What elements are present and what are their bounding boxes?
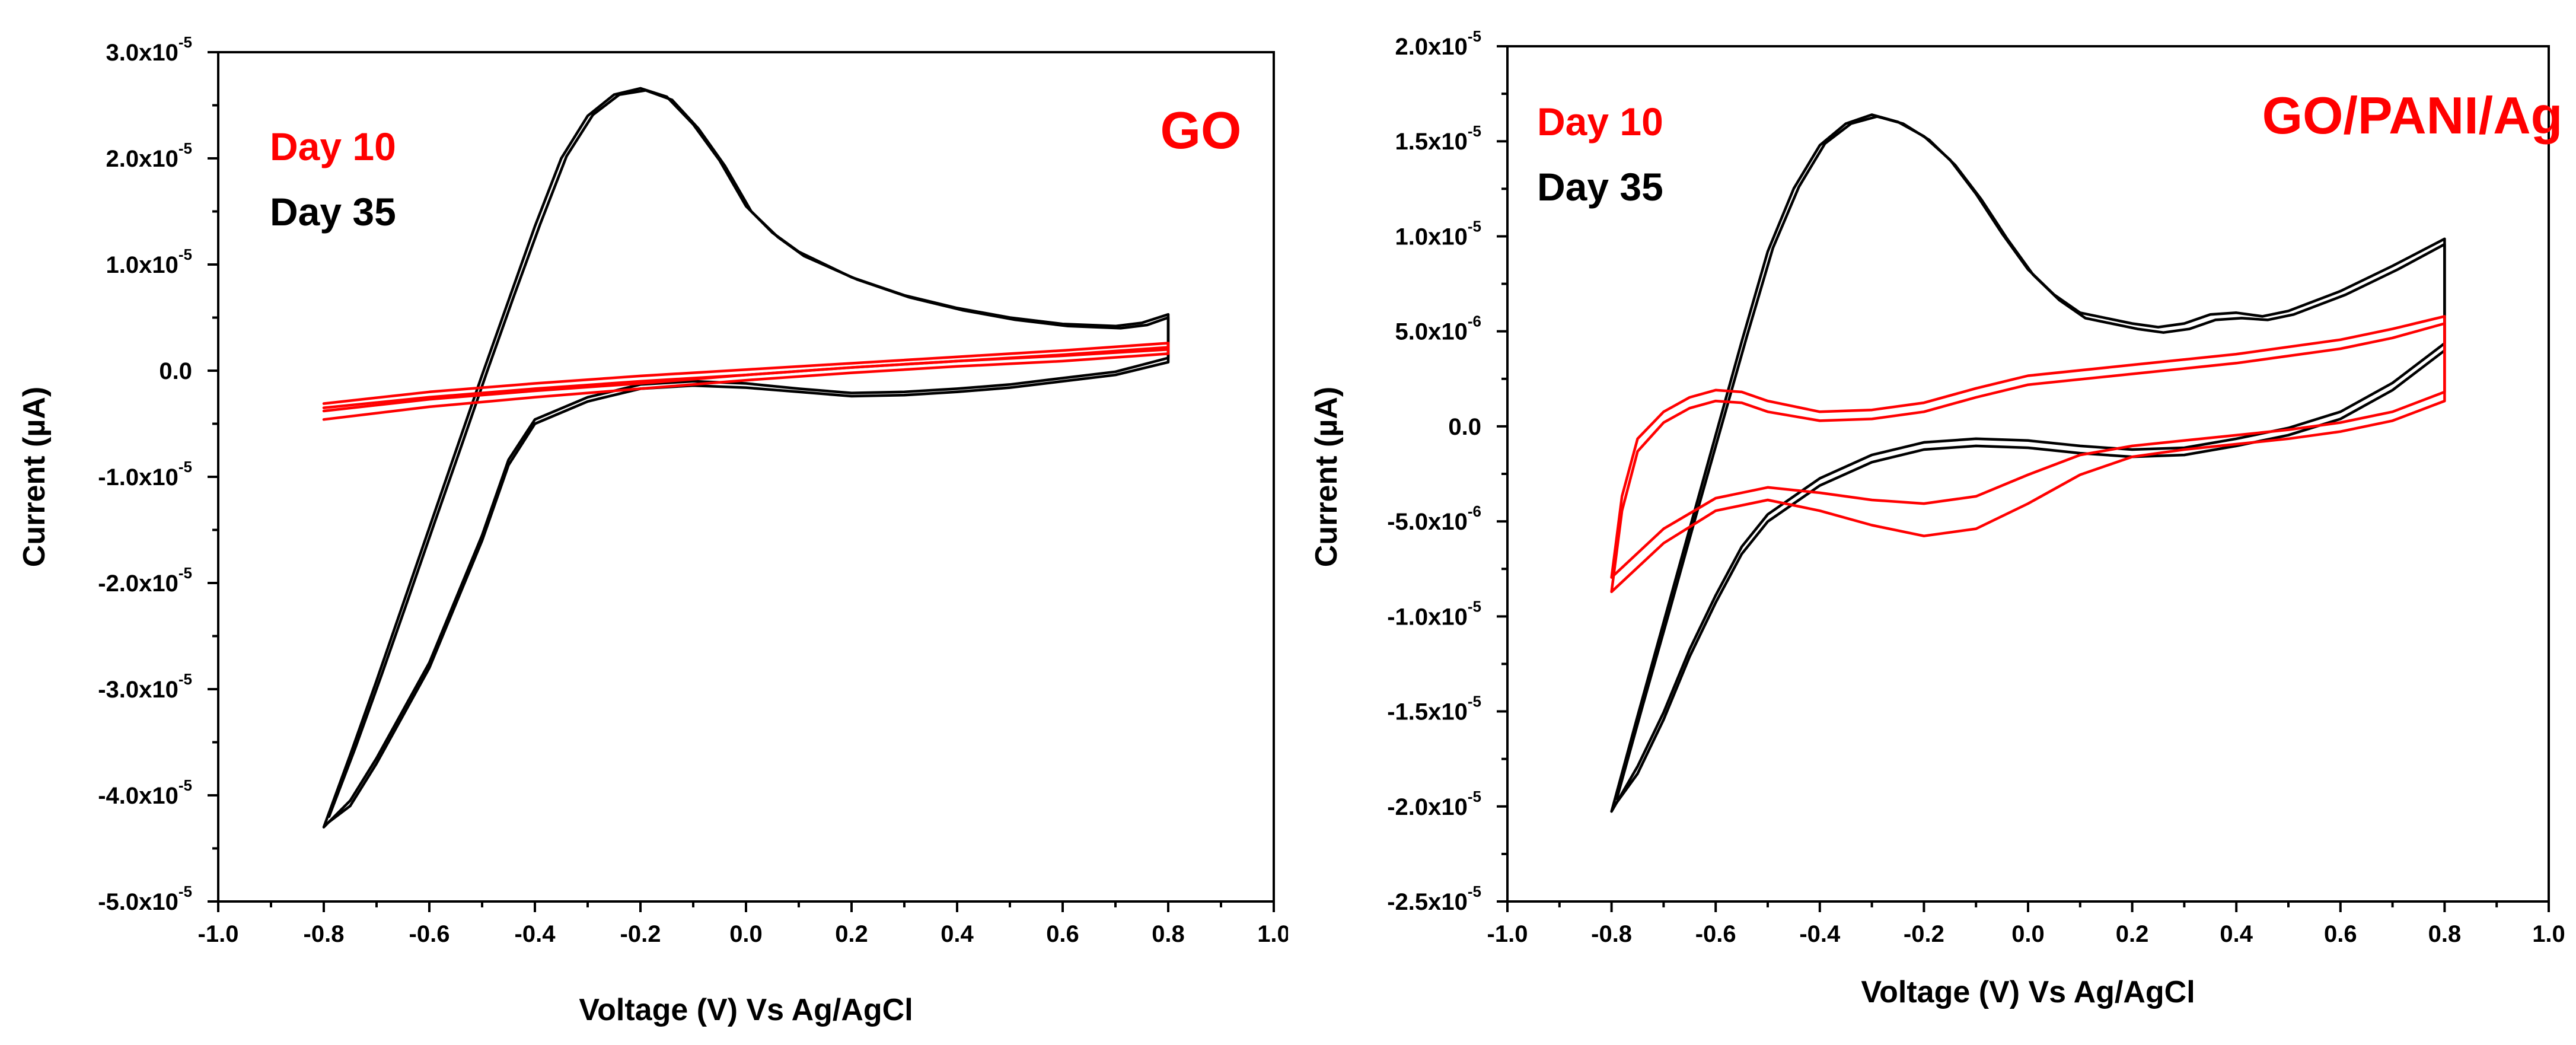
chart-0-y-tick-mantissa: -5.0x10 <box>98 889 178 915</box>
chart-1-x-tick-label: -0.4 <box>1799 921 1841 947</box>
chart-1-legend-day-10: Day 10 <box>1537 100 1663 144</box>
chart-0-y-tick-label: 1.0x10-5 <box>106 246 192 278</box>
chart-1-y-tick-exponent: -5 <box>1468 788 1481 805</box>
chart-0-y-tick-exponent: -5 <box>178 776 192 794</box>
chart-0-y-tick-mantissa: 0.0 <box>159 358 192 384</box>
chart-1-y-tick-label: -1.0x10-5 <box>1387 597 1481 630</box>
chart-1-y-tick-label: -5.0x10-6 <box>1387 502 1481 535</box>
chart-0-y-tick-label: -1.0x10-5 <box>98 458 192 490</box>
chart-0-legend-day-35: Day 35 <box>270 190 396 234</box>
chart-1-y-tick-exponent: -6 <box>1468 313 1481 330</box>
chart-0-y-tick-label: 2.0x10-5 <box>106 139 192 172</box>
chart-0-y-tick-exponent: -5 <box>178 246 192 263</box>
chart-0-x-tick-label: -0.4 <box>515 921 556 947</box>
chart-0-y-tick-label: -4.0x10-5 <box>98 776 192 809</box>
chart-1-x-tick-label: 0.2 <box>2116 921 2149 947</box>
chart-1-y-tick-mantissa: -5.0x10 <box>1387 509 1468 535</box>
chart-0-x-tick-label: 0.8 <box>1152 921 1185 947</box>
chart-0-x-tick-label: 0.4 <box>941 921 974 947</box>
chart-0-y-tick-exponent: -5 <box>178 139 192 157</box>
chart-1-y-tick-exponent: -5 <box>1468 693 1481 711</box>
chart-0-plot-frame <box>217 51 1275 903</box>
chart-0-x-tick-label: -0.2 <box>620 921 661 947</box>
chart-0-series-day-10-cycle-1 <box>322 342 1170 413</box>
chart-1-y-tick-label: 2.0x10-5 <box>1395 27 1481 60</box>
chart-0-x-tick-label: -0.6 <box>409 921 450 947</box>
chart-1-series-day-10-cycle-1 <box>1610 315 2446 579</box>
chart-1-x-tick-label: 0.6 <box>2324 921 2357 947</box>
chart-1-y-tick-mantissa: 0.0 <box>1448 414 1481 440</box>
chart-0-y-axis-title: Current (µA) <box>17 387 52 567</box>
cv-chart-go: -1.0 -0.8 -0.6 -0.4 -0.2 0.0 0.2 0.4 0.6 0.8 1.0 3.… <box>17 33 1288 1027</box>
chart-1-panel-title: GO/PANI/Ag <box>2262 86 2563 145</box>
chart-1-y-tick-mantissa: -1.5x10 <box>1387 699 1468 725</box>
chart-1-series-day-10-cycle-2 <box>1610 322 2446 594</box>
chart-0-y-tick-exponent: -5 <box>178 670 192 688</box>
chart-0-x-axis-title: Voltage (V) Vs Ag/AgCl <box>579 993 913 1027</box>
chart-1-x-tick-label: 0.4 <box>2220 921 2253 947</box>
chart-0-y-tick-label: -3.0x10-5 <box>98 670 192 703</box>
chart-1-y-tick-label: -1.5x10-5 <box>1387 693 1481 725</box>
chart-0-series-day-10-cycle-2 <box>322 346 1170 421</box>
chart-1-y-tick-label: 1.0x10-5 <box>1395 217 1481 250</box>
chart-0-y-tick-label: 0.0 <box>159 358 192 384</box>
chart-1-y-tick-label: -2.0x10-5 <box>1387 788 1481 820</box>
chart-0-x-tick-label: 0.6 <box>1046 921 1079 947</box>
chart-1-x-tick-label: 0.8 <box>2428 921 2462 947</box>
chart-0-y-tick-exponent: -5 <box>178 882 192 900</box>
chart-1-y-tick-mantissa: 1.0x10 <box>1395 224 1468 250</box>
chart-1-series-day-35-cycle-1 <box>1610 113 2446 813</box>
chart-1-y-tick-exponent: -5 <box>1468 27 1481 45</box>
chart-0-y-tick-mantissa: -3.0x10 <box>98 677 178 703</box>
chart-1-y-tick-label: -2.5x10-5 <box>1387 882 1481 915</box>
chart-1-y-tick-exponent: -5 <box>1468 122 1481 140</box>
chart-0-y-tick-exponent: -5 <box>178 33 192 51</box>
chart-1-y-tick-mantissa: -2.0x10 <box>1387 794 1468 820</box>
chart-1-y-tick-exponent: -5 <box>1468 217 1481 235</box>
chart-0-y-tick-label: -5.0x10-5 <box>98 882 192 915</box>
chart-1-y-tick-label: 0.0 <box>1448 414 1481 440</box>
chart-1-legend-day-35: Day 35 <box>1537 165 1663 209</box>
chart-1-y-tick-mantissa: -2.5x10 <box>1387 889 1468 915</box>
chart-0-legend-day-10: Day 10 <box>270 125 396 168</box>
chart-0-y-tick-label: 3.0x10-5 <box>106 33 192 66</box>
chart-1-y-tick-mantissa: 5.0x10 <box>1395 319 1468 345</box>
chart-1-y-tick-label: 5.0x10-6 <box>1395 313 1481 345</box>
chart-0-y-tick-mantissa: 1.0x10 <box>106 252 178 278</box>
chart-0-series-day-35-cycle-2 <box>327 89 1170 824</box>
chart-0-x-tick-label: 0.0 <box>729 921 763 947</box>
chart-0-panel-title: GO <box>1161 101 1242 160</box>
chart-1-x-tick-label: -1.0 <box>1487 921 1528 947</box>
chart-0-x-tick-label: -1.0 <box>198 921 239 947</box>
chart-1-x-axis-title: Voltage (V) Vs Ag/AgCl <box>1861 975 2195 1009</box>
chart-0-y-tick-mantissa: 2.0x10 <box>106 146 178 172</box>
chart-0-x-tick-label: 0.2 <box>835 921 868 947</box>
chart-1-y-axis-title: Current (µA) <box>1309 387 1344 567</box>
chart-0-y-tick-mantissa: -2.0x10 <box>98 571 178 597</box>
chart-0-y-tick-mantissa: -4.0x10 <box>98 783 178 809</box>
chart-1-y-tick-exponent: -5 <box>1468 882 1481 900</box>
chart-1-x-tick-label: -0.8 <box>1591 921 1632 947</box>
chart-1-y-tick-exponent: -5 <box>1468 597 1481 615</box>
chart-1-y-tick-mantissa: 2.0x10 <box>1395 34 1468 60</box>
chart-1-y-tick-mantissa: -1.0x10 <box>1387 604 1468 630</box>
chart-1-series-day-35-cycle-2 <box>1615 115 2446 804</box>
chart-1-x-tick-label: 0.0 <box>2011 921 2045 947</box>
chart-1-x-tick-label: 1.0 <box>2532 921 2565 947</box>
chart-1-x-tick-label: -0.2 <box>1904 921 1944 947</box>
chart-0-x-tick-label: -0.8 <box>304 921 345 947</box>
chart-1-y-tick-label: 1.5x10-5 <box>1395 122 1481 155</box>
chart-0-y-tick-mantissa: -1.0x10 <box>98 464 178 490</box>
chart-0-y-tick-label: -2.0x10-5 <box>98 564 192 597</box>
chart-0-y-tick-mantissa: 3.0x10 <box>106 40 178 66</box>
chart-0-series-day-35-cycle-1 <box>322 87 1170 829</box>
chart-1-y-tick-exponent: -6 <box>1468 502 1481 520</box>
chart-0-y-tick-exponent: -5 <box>178 458 192 476</box>
chart-1-x-tick-label: -0.6 <box>1695 921 1736 947</box>
chart-0-x-tick-label: 1.0 <box>1257 921 1288 947</box>
chart-1-y-tick-mantissa: 1.5x10 <box>1395 129 1468 155</box>
cv-chart-go-pani-ag: -1.0 -0.8 -0.6 -0.4 -0.2 0.0 0.2 0.4 0.6 0.8 1.0 2.… <box>1309 27 2565 1009</box>
chart-0-y-tick-exponent: -5 <box>178 564 192 582</box>
